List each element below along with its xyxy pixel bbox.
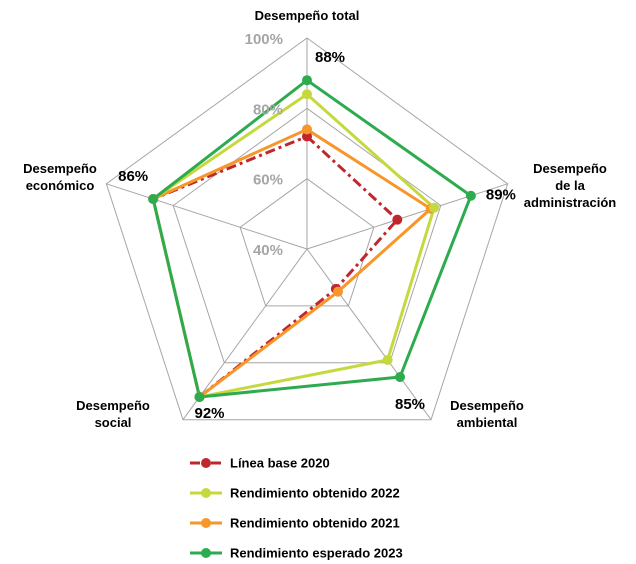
- grid-ring: [172, 107, 442, 364]
- axis-label: Desempeño social: [76, 398, 150, 430]
- marker: [333, 286, 344, 297]
- legend-marker: [201, 518, 211, 528]
- grid-ring: [239, 178, 375, 307]
- axis-label: Desempeño total: [254, 8, 360, 23]
- marker: [395, 372, 406, 383]
- spoke: [306, 248, 432, 420]
- series-line: [151, 127, 434, 400]
- marker: [302, 124, 312, 135]
- r-tick-label: 40%: [253, 242, 283, 259]
- legend-label: Línea base 2020: [230, 455, 330, 470]
- data-label: 92%: [194, 405, 224, 422]
- axis-label: Desempeño de la administración: [523, 161, 617, 210]
- r-tick-label: 80%: [253, 101, 283, 118]
- marker: [148, 194, 159, 205]
- series-line: [151, 92, 436, 399]
- marker: [194, 391, 205, 402]
- series-line: [151, 134, 400, 400]
- legend-marker: [201, 458, 211, 468]
- legend-marker: [201, 548, 211, 558]
- axis-label: Desempeño ambiental: [450, 398, 524, 430]
- spoke: [106, 183, 308, 250]
- marker: [382, 354, 393, 365]
- marker: [302, 89, 312, 100]
- r-tick-label: 100%: [245, 31, 283, 48]
- legend-label: Rendimiento obtenido 2021: [230, 515, 400, 530]
- marker: [392, 214, 403, 225]
- grid-ring: [105, 37, 509, 421]
- spoke: [182, 248, 308, 420]
- marker: [429, 202, 440, 213]
- data-label: 85%: [395, 396, 425, 413]
- marker: [465, 190, 476, 201]
- series-line: [151, 78, 473, 399]
- legend-label: Rendimiento obtenido 2022: [230, 485, 400, 500]
- legend-marker: [201, 488, 211, 498]
- data-label: 86%: [118, 168, 148, 185]
- axis-label: Desempeño económico: [23, 161, 97, 193]
- marker: [302, 131, 312, 142]
- r-tick-label: 60%: [253, 172, 283, 189]
- legend-label: Rendimiento esperado 2023: [230, 545, 403, 560]
- data-label: 89%: [486, 187, 516, 204]
- marker: [302, 75, 312, 86]
- data-label: 88%: [315, 49, 345, 66]
